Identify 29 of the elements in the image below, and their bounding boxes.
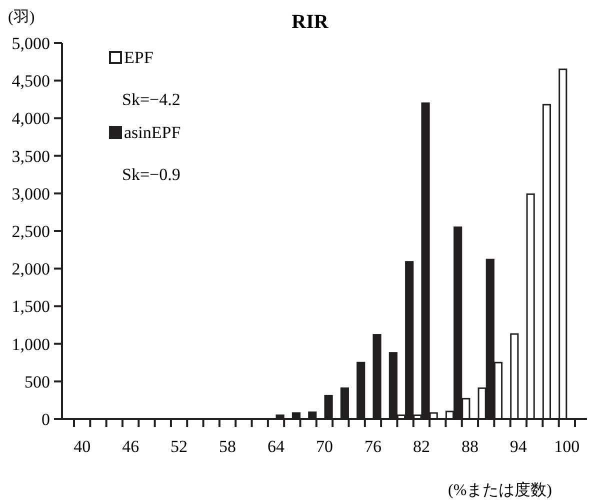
y-tick-label: 2,000: [12, 260, 50, 279]
y-tick-label: 2,500: [12, 222, 50, 241]
x-tick-label: 64: [268, 437, 286, 456]
x-tick-label: 70: [316, 437, 333, 456]
legend-label: asinEPF: [124, 123, 181, 142]
y-tick-label: 3,500: [12, 146, 50, 166]
y-tick-label: 1,500: [12, 297, 50, 316]
y-tick-label: 4,500: [12, 72, 50, 91]
y-tick-label: 1,000: [12, 334, 50, 354]
x-tick-label: 40: [74, 437, 91, 456]
annotation: Sk=−0.9: [122, 165, 180, 184]
chart-title: RIR: [292, 11, 329, 33]
x-tick-label: 52: [170, 437, 188, 456]
x-tick-label: 94: [510, 437, 528, 456]
x-tick-label: 76: [364, 437, 382, 456]
y-axis-title: (羽): [8, 9, 35, 26]
annotation: Sk=−4.2: [122, 90, 180, 109]
x-tick-label: 100: [554, 437, 580, 456]
y-tick-label: 3,000: [12, 184, 50, 204]
y-tick-label: 4,000: [12, 109, 50, 128]
x-tick-label: 46: [122, 437, 140, 456]
y-tick-label: 0: [42, 410, 50, 429]
x-tick-label: 88: [461, 437, 478, 456]
y-tick-label: 5,000: [12, 34, 50, 53]
x-tick-label: 82: [412, 437, 430, 456]
y-tick-label: 500: [24, 372, 50, 392]
legend-label: EPF: [124, 48, 154, 67]
x-axis-title: (%または度数): [448, 481, 552, 499]
x-tick-label: 58: [219, 437, 236, 456]
